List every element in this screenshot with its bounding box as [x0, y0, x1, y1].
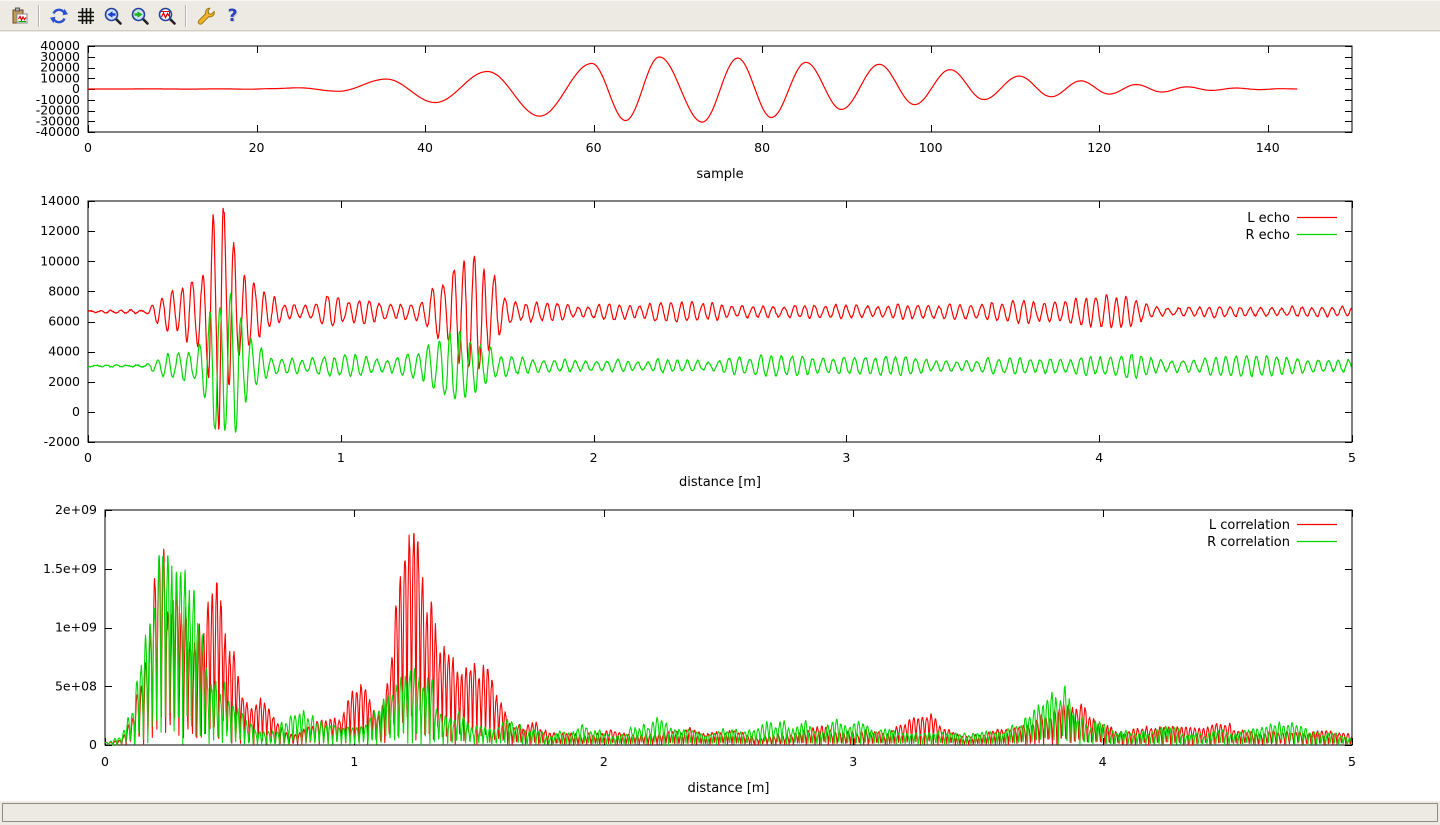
y-tick-label: 10000 — [40, 70, 80, 85]
y-tick-label: 0 — [72, 404, 80, 419]
y-tick-label: 4000 — [48, 344, 80, 359]
r-echo-line — [87, 292, 1353, 433]
config-button[interactable] — [192, 3, 219, 29]
magnifier-back-icon — [103, 6, 123, 26]
toolbar: ? — [0, 0, 1440, 31]
y-tick-label: 20000 — [40, 60, 80, 75]
legend-label: R correlation — [1207, 535, 1290, 550]
x-axis-label: distance [m] — [687, 781, 769, 796]
legend-label: R echo — [1245, 228, 1290, 243]
x-tick-label: 60 — [586, 140, 602, 155]
y-tick-label: 12000 — [40, 223, 80, 238]
y-tick-label: 14000 — [40, 193, 80, 208]
x-tick-label: 1 — [350, 754, 358, 769]
x-axis-label: sample — [696, 167, 743, 182]
y-tick-label: 8000 — [48, 283, 80, 298]
x-tick-label: 140 — [1256, 140, 1280, 155]
x-tick-label: 1 — [337, 450, 345, 465]
question-mark-icon: ? — [227, 5, 238, 26]
toolbar-separator — [185, 4, 187, 27]
zoom-next-button[interactable] — [126, 3, 153, 29]
y-tick-label: 0 — [89, 737, 97, 752]
y-tick-label: 1e+09 — [55, 620, 97, 635]
x-tick-label: 4 — [1099, 754, 1107, 769]
zoom-previous-button[interactable] — [99, 3, 126, 29]
y-tick-label: 2e+09 — [55, 502, 97, 517]
clipboard-plot-icon — [10, 6, 30, 26]
y-tick-label: 10000 — [40, 253, 80, 268]
magnifier-forward-icon — [130, 6, 150, 26]
plot-canvas[interactable] — [0, 32, 1440, 801]
x-tick-label: 40 — [417, 140, 433, 155]
magnifier-autoscale-icon — [157, 6, 177, 26]
signal-line — [88, 56, 1298, 123]
x-tick-label: 0 — [84, 140, 92, 155]
l-correlation-line — [104, 532, 1353, 746]
x-tick-label: 0 — [101, 754, 109, 769]
y-tick-label: 30000 — [40, 49, 80, 64]
x-axis-label: distance [m] — [679, 475, 761, 490]
wrench-icon — [196, 6, 216, 26]
copy-plot-button[interactable] — [6, 3, 33, 29]
y-tick-label: -30000 — [36, 113, 80, 128]
y-tick-label: -10000 — [36, 92, 80, 107]
legend-label: L correlation — [1209, 518, 1290, 533]
l-echo-line — [87, 207, 1353, 430]
x-tick-label: 100 — [919, 140, 943, 155]
status-bar — [2, 803, 1438, 822]
y-tick-label: 6000 — [48, 314, 80, 329]
x-tick-label: 20 — [249, 140, 265, 155]
y-tick-label: 0 — [72, 81, 80, 96]
y-tick-label: -2000 — [44, 434, 80, 449]
x-tick-label: 120 — [1087, 140, 1111, 155]
plot-frame — [87, 200, 1353, 443]
y-tick-label: 40000 — [40, 38, 80, 53]
x-tick-label: 3 — [849, 754, 857, 769]
y-tick-label: 5e+08 — [55, 678, 97, 693]
grid-button[interactable] — [72, 3, 99, 29]
x-tick-label: 3 — [842, 450, 850, 465]
legend-label: L echo — [1247, 211, 1290, 226]
x-tick-label: 80 — [754, 140, 770, 155]
plot-frame — [104, 509, 1353, 746]
x-tick-label: 0 — [84, 450, 92, 465]
y-tick-label: 2000 — [48, 374, 80, 389]
autoscale-button[interactable] — [153, 3, 180, 29]
x-tick-label: 2 — [590, 450, 598, 465]
help-button[interactable]: ? — [219, 3, 246, 29]
x-tick-label: 4 — [1095, 450, 1103, 465]
toolbar-separator — [38, 4, 40, 27]
r-correlation-line — [104, 554, 1353, 746]
x-tick-label: 2 — [600, 754, 608, 769]
y-tick-label: -40000 — [36, 124, 80, 139]
x-tick-label: 5 — [1348, 754, 1356, 769]
y-tick-label: 1.5e+09 — [43, 561, 97, 576]
grid-icon — [76, 6, 96, 26]
refresh-icon — [49, 6, 69, 26]
x-tick-label: 5 — [1348, 450, 1356, 465]
y-tick-label: -20000 — [36, 103, 80, 118]
replot-button[interactable] — [45, 3, 72, 29]
